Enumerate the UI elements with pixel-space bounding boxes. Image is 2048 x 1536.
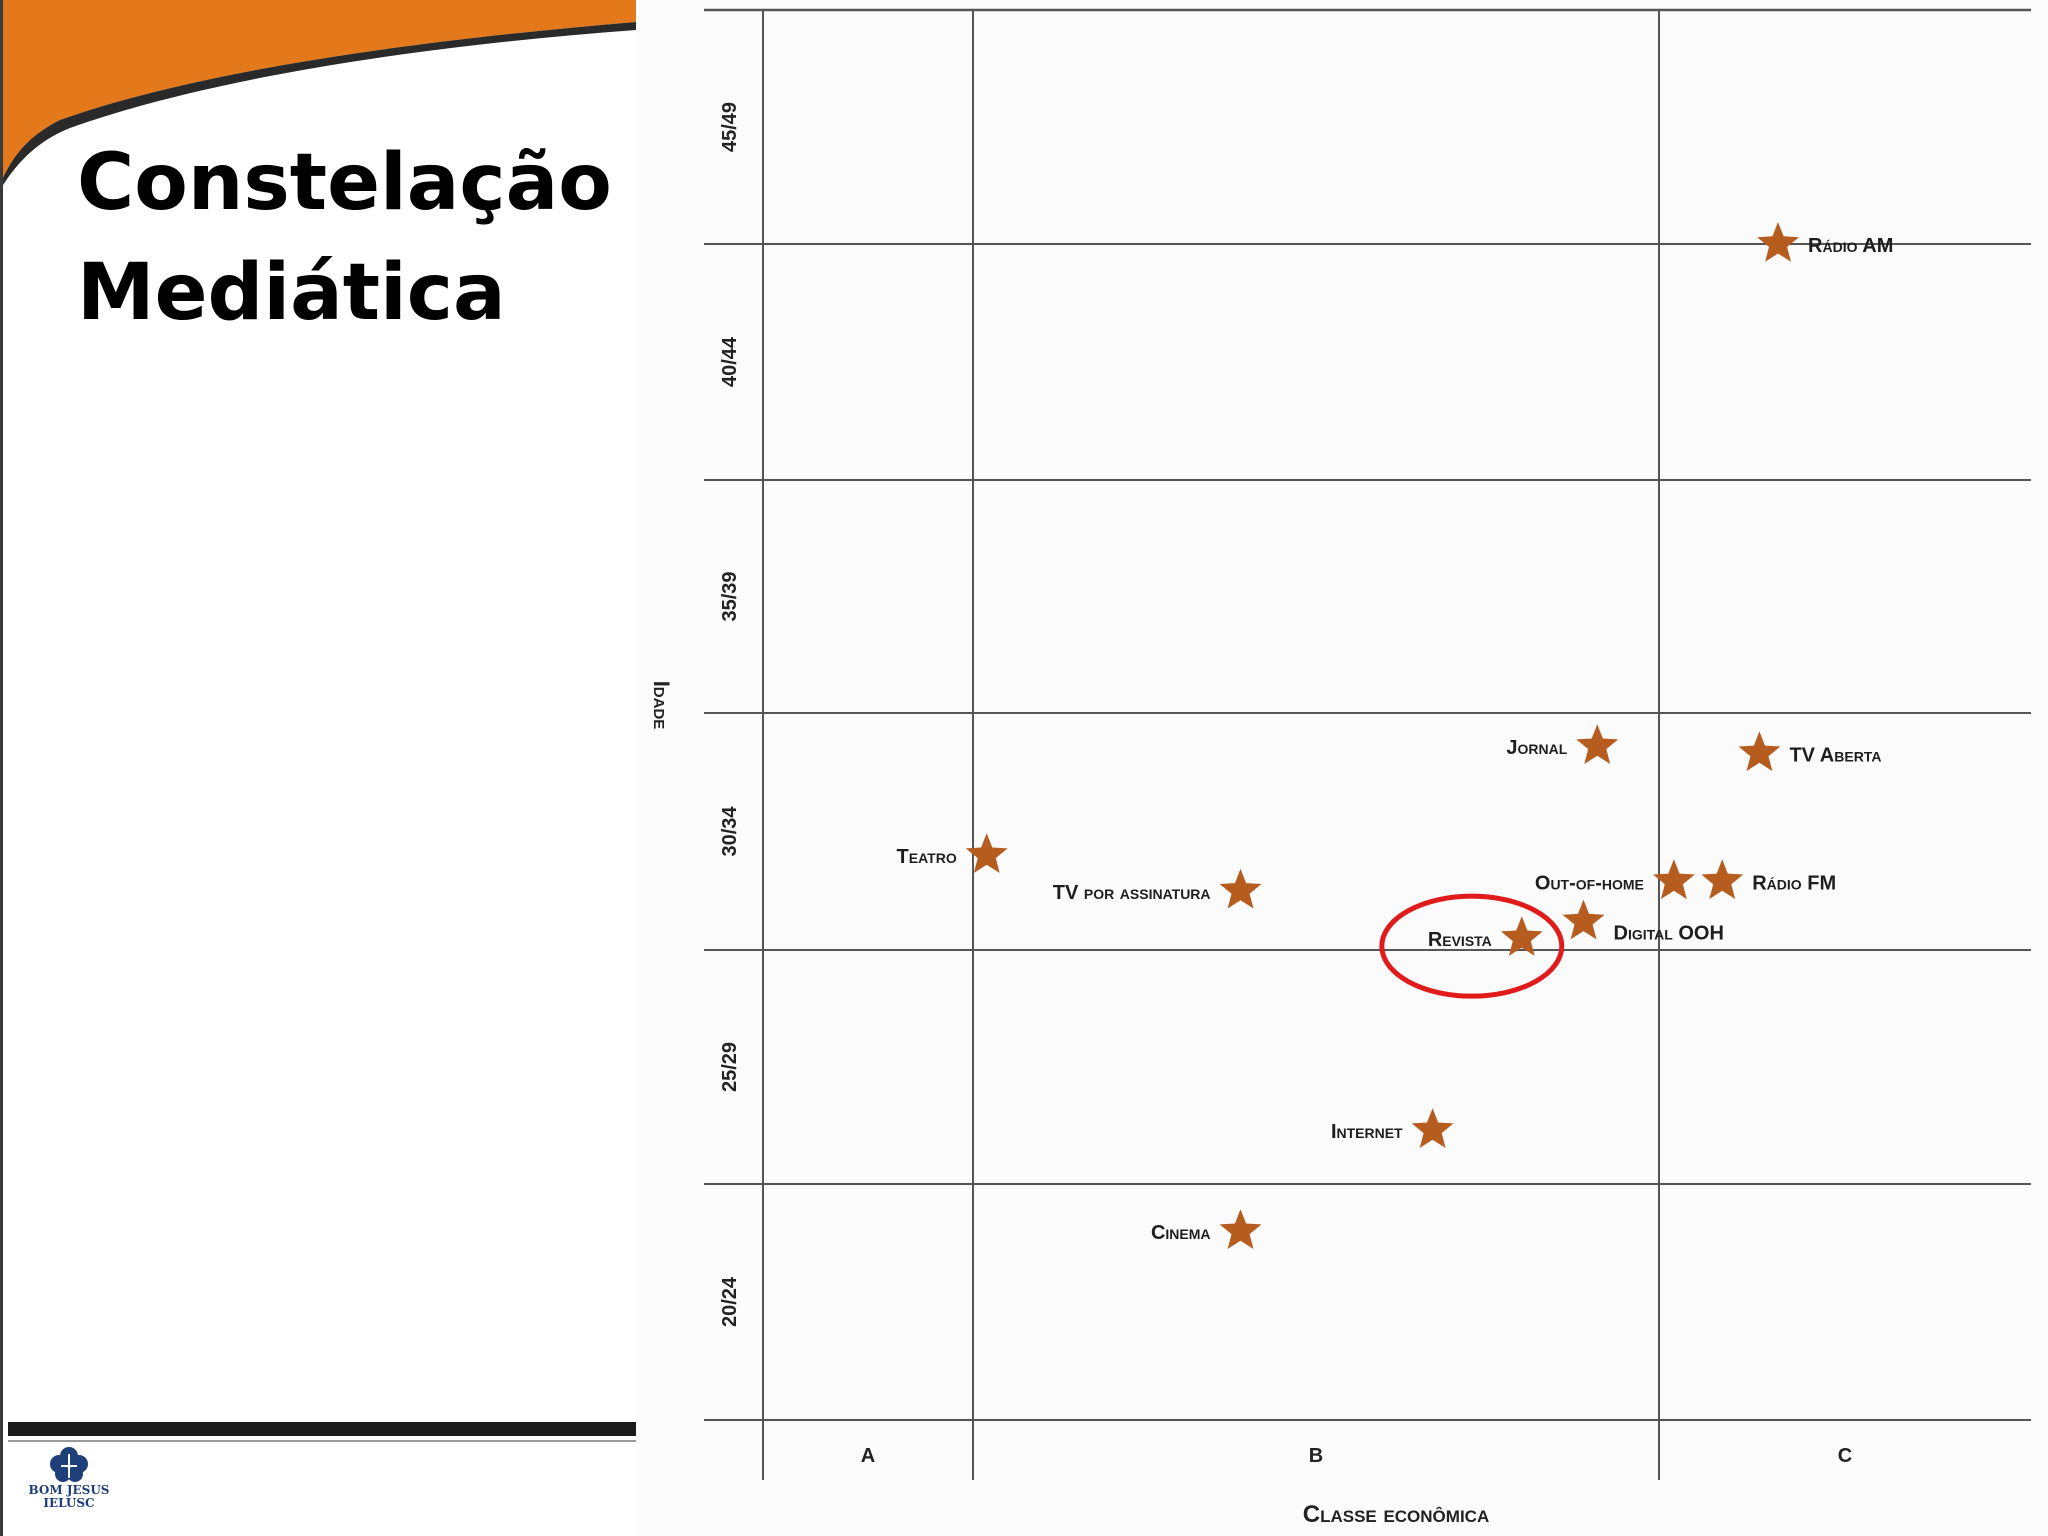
logo-text-line-2: IELUSC [43, 1496, 95, 1510]
highlight-circle [1379, 893, 1565, 999]
point-label: Cinema [1151, 1222, 1211, 1244]
star-marker [1701, 859, 1744, 900]
left-border [0, 0, 3, 1536]
x-tick-label: B [1309, 1445, 1323, 1467]
bom-jesus-logo: BOM JESUS IELUSC [24, 1444, 114, 1524]
star-marker [1576, 724, 1619, 764]
y-tick-label: 45/49 [719, 102, 741, 152]
star-marker [1411, 1108, 1454, 1148]
y-tick-label: 40/44 [719, 336, 741, 387]
star-marker [1757, 222, 1799, 262]
star-marker [1500, 916, 1543, 956]
header-orange-band [0, 0, 636, 185]
star-marker [1738, 731, 1781, 772]
x-tick-label: C [1838, 1445, 1852, 1467]
point-label: Revista [1428, 929, 1492, 951]
title-line-2: Mediática [77, 248, 506, 338]
footer-bar [8, 1422, 636, 1436]
star-marker [1219, 868, 1262, 909]
header-dark-line [0, 22, 636, 190]
y-tick-label: 30/34 [719, 806, 741, 857]
point-label: Jornal [1506, 737, 1567, 759]
footer-thin-line [8, 1440, 636, 1442]
point-label: Digital OOH [1614, 923, 1724, 945]
point-label: Internet [1331, 1121, 1403, 1143]
y-tick-label: 35/39 [719, 571, 741, 621]
header-swoosh [0, 0, 636, 190]
point-label: Rádio AM [1808, 235, 1893, 257]
logo-text-line-1: BOM JESUS [28, 1483, 110, 1497]
logo-emblem-icon [50, 1447, 88, 1482]
star-marker [1562, 899, 1605, 940]
chart-area: 20/24 25/29 30/34 35/39 40/44 45/49 A B C Idade Cl… [636, 0, 2048, 1536]
point-label: TV por assinatura [1053, 882, 1211, 904]
x-tick-label: A [861, 1445, 875, 1467]
star-marker [1653, 859, 1695, 900]
slide-title: Constelação Mediática [77, 128, 612, 348]
y-axis-title: Idade [649, 681, 674, 730]
y-tick-label: 20/24 [719, 1276, 741, 1327]
title-line-1: Constelação [77, 138, 612, 228]
x-axis-title: Classe econômica [1303, 1501, 1489, 1528]
star-marker [1219, 1209, 1262, 1249]
star-marker [965, 833, 1008, 873]
slide-left-panel: Constelação Mediática BOM JESUS IELUSC [0, 0, 636, 1536]
point-label: TV Aberta [1789, 744, 1881, 766]
point-label: Rádio FM [1752, 872, 1836, 894]
media-constellation-chart: 20/24 25/29 30/34 35/39 40/44 45/49 A B C Idade Cl… [649, 8, 2031, 1528]
y-tick-label: 25/29 [719, 1042, 741, 1092]
point-label: Teatro [897, 846, 957, 868]
point-label: Out-of-home [1535, 872, 1644, 894]
